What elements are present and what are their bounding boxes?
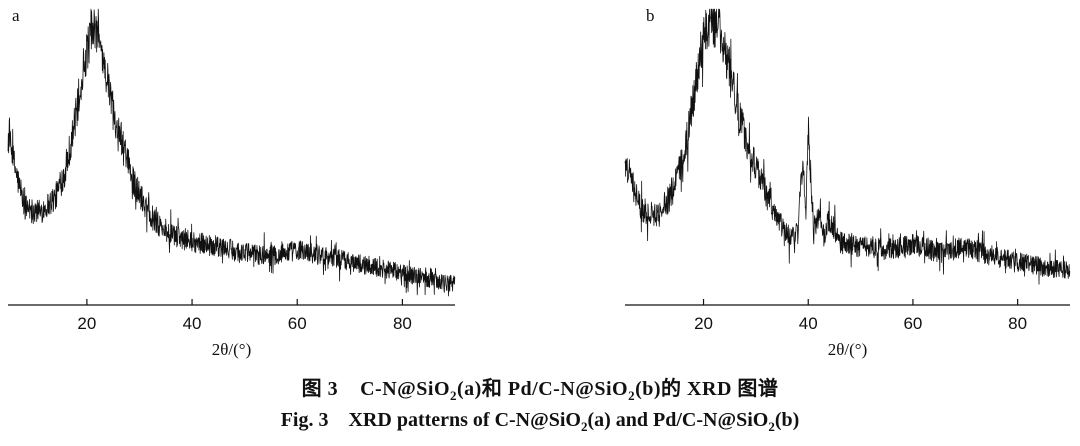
data-point-a-0 xyxy=(7,136,9,138)
data-point-a-24 xyxy=(375,266,377,268)
data-point-b-21 xyxy=(799,188,801,190)
data-point-a-14 xyxy=(139,194,141,196)
data-point-b-8 xyxy=(708,23,710,25)
data-point-b-10 xyxy=(718,29,720,31)
x-axis-label-b: 2θ/(°) xyxy=(828,340,868,359)
data-point-b-30 xyxy=(839,240,841,242)
x-tick-label-b-40: 40 xyxy=(799,314,818,333)
data-point-a-2 xyxy=(39,211,41,213)
data-point-b-11 xyxy=(724,49,726,51)
data-point-a-22 xyxy=(323,255,325,257)
data-point-a-15 xyxy=(154,220,156,222)
data-point-b-2 xyxy=(656,214,658,216)
data-point-b-20 xyxy=(797,232,799,234)
data-point-b-23 xyxy=(805,217,807,219)
data-point-b-7 xyxy=(703,37,705,39)
data-point-b-33 xyxy=(912,243,914,245)
data-point-b-6 xyxy=(697,66,699,68)
panel-label-a: a xyxy=(12,6,20,25)
data-point-b-25 xyxy=(810,188,812,190)
data-point-a-3 xyxy=(54,197,56,199)
data-point-a-9 xyxy=(97,34,99,36)
caption-en-text-1: XRD patterns of C-N@SiO xyxy=(348,409,581,431)
data-point-b-16 xyxy=(771,208,773,210)
x-tick-label-b-20: 20 xyxy=(694,314,713,333)
data-point-b-13 xyxy=(739,119,741,121)
data-point-a-12 xyxy=(118,130,120,132)
data-point-b-24 xyxy=(807,124,809,126)
data-point-a-4 xyxy=(65,168,67,170)
data-point-b-5 xyxy=(692,101,694,103)
caption-cn-text-2: (a)和 Pd/C-N@SiO xyxy=(457,378,629,400)
data-point-a-17 xyxy=(191,240,193,242)
x-tick-label-a-60: 60 xyxy=(288,314,307,333)
panel-label-b: b xyxy=(646,6,655,25)
data-point-b-3 xyxy=(671,194,673,196)
caption-en-sub-2: 2 xyxy=(768,419,775,434)
caption-cn-sub-1: 2 xyxy=(450,388,457,403)
x-axis-label-a: 2θ/(°) xyxy=(212,340,252,359)
data-point-a-7 xyxy=(86,49,88,51)
data-point-a-26 xyxy=(428,278,430,280)
data-point-b-19 xyxy=(792,237,794,239)
data-point-b-34 xyxy=(938,252,940,254)
data-point-b-9 xyxy=(713,20,715,22)
data-point-a-23 xyxy=(349,261,351,263)
xrd-trace-b xyxy=(624,8,1071,285)
xrd-panel-a: a 20 40 60 80 2θ/(°) xyxy=(7,6,456,359)
xrd-trace-a xyxy=(7,8,456,297)
data-point-a-20 xyxy=(270,255,272,257)
caption-en-text-2: (a) and Pd/C-N@SiO xyxy=(587,409,769,431)
data-point-a-19 xyxy=(244,252,246,254)
data-point-b-1 xyxy=(640,208,642,210)
data-point-a-13 xyxy=(128,168,130,170)
x-tick-label-b-60: 60 xyxy=(903,314,922,333)
caption-en-prefix: Fig. 3 xyxy=(280,409,329,431)
data-point-b-28 xyxy=(823,235,825,237)
caption-en-text-3: (b) xyxy=(774,409,800,431)
data-point-a-27 xyxy=(454,284,456,286)
data-point-a-5 xyxy=(75,113,77,115)
data-point-b-35 xyxy=(964,246,966,248)
data-point-a-25 xyxy=(402,272,404,274)
data-point-b-37 xyxy=(1017,261,1019,263)
caption-cn-text-3: (b)的 XRD 图谱 xyxy=(635,378,779,400)
x-tick-label-a-80: 80 xyxy=(393,314,412,333)
data-point-b-18 xyxy=(786,235,788,237)
data-point-b-38 xyxy=(1043,266,1045,268)
data-point-a-10 xyxy=(102,55,104,57)
data-point-a-6 xyxy=(81,78,83,80)
data-point-a-18 xyxy=(217,246,219,248)
caption-cn-prefix: 图 3 xyxy=(301,378,339,400)
data-point-a-16 xyxy=(170,235,172,237)
figure-caption-chinese: 图 3 C-N@SiO2(a)和 Pd/C-N@SiO2(b)的 XRD 图谱 xyxy=(0,372,1080,404)
data-point-a-21 xyxy=(296,249,298,251)
data-point-b-31 xyxy=(860,246,862,248)
data-point-a-11 xyxy=(107,84,109,86)
data-point-b-29 xyxy=(828,217,830,219)
caption-cn-sub-2: 2 xyxy=(628,388,636,403)
data-point-b-14 xyxy=(750,153,752,155)
data-point-a-1 xyxy=(23,206,25,208)
data-point-a-8 xyxy=(91,29,93,31)
figure-caption-english: Fig. 3 XRD patterns of C-N@SiO2(a) and P… xyxy=(0,409,1080,435)
xrd-panel-b: b 20 40 60 80 2θ/(°) xyxy=(624,6,1071,359)
data-point-b-39 xyxy=(1069,269,1071,271)
data-point-b-22 xyxy=(802,153,804,155)
x-tick-label-b-80: 80 xyxy=(1008,314,1027,333)
data-point-b-4 xyxy=(682,159,684,161)
data-point-b-32 xyxy=(886,249,888,251)
data-point-b-26 xyxy=(813,229,815,231)
data-point-b-0 xyxy=(624,159,626,161)
data-point-b-27 xyxy=(818,217,820,219)
data-point-b-17 xyxy=(781,226,783,228)
x-tick-label-a-20: 20 xyxy=(77,314,96,333)
x-tick-label-a-40: 40 xyxy=(183,314,202,333)
data-point-b-12 xyxy=(729,72,731,74)
caption-en-sub-1: 2 xyxy=(580,419,588,434)
data-point-b-15 xyxy=(760,179,762,181)
caption-cn-text-1: C-N@SiO xyxy=(360,378,450,400)
data-point-b-36 xyxy=(991,255,993,257)
